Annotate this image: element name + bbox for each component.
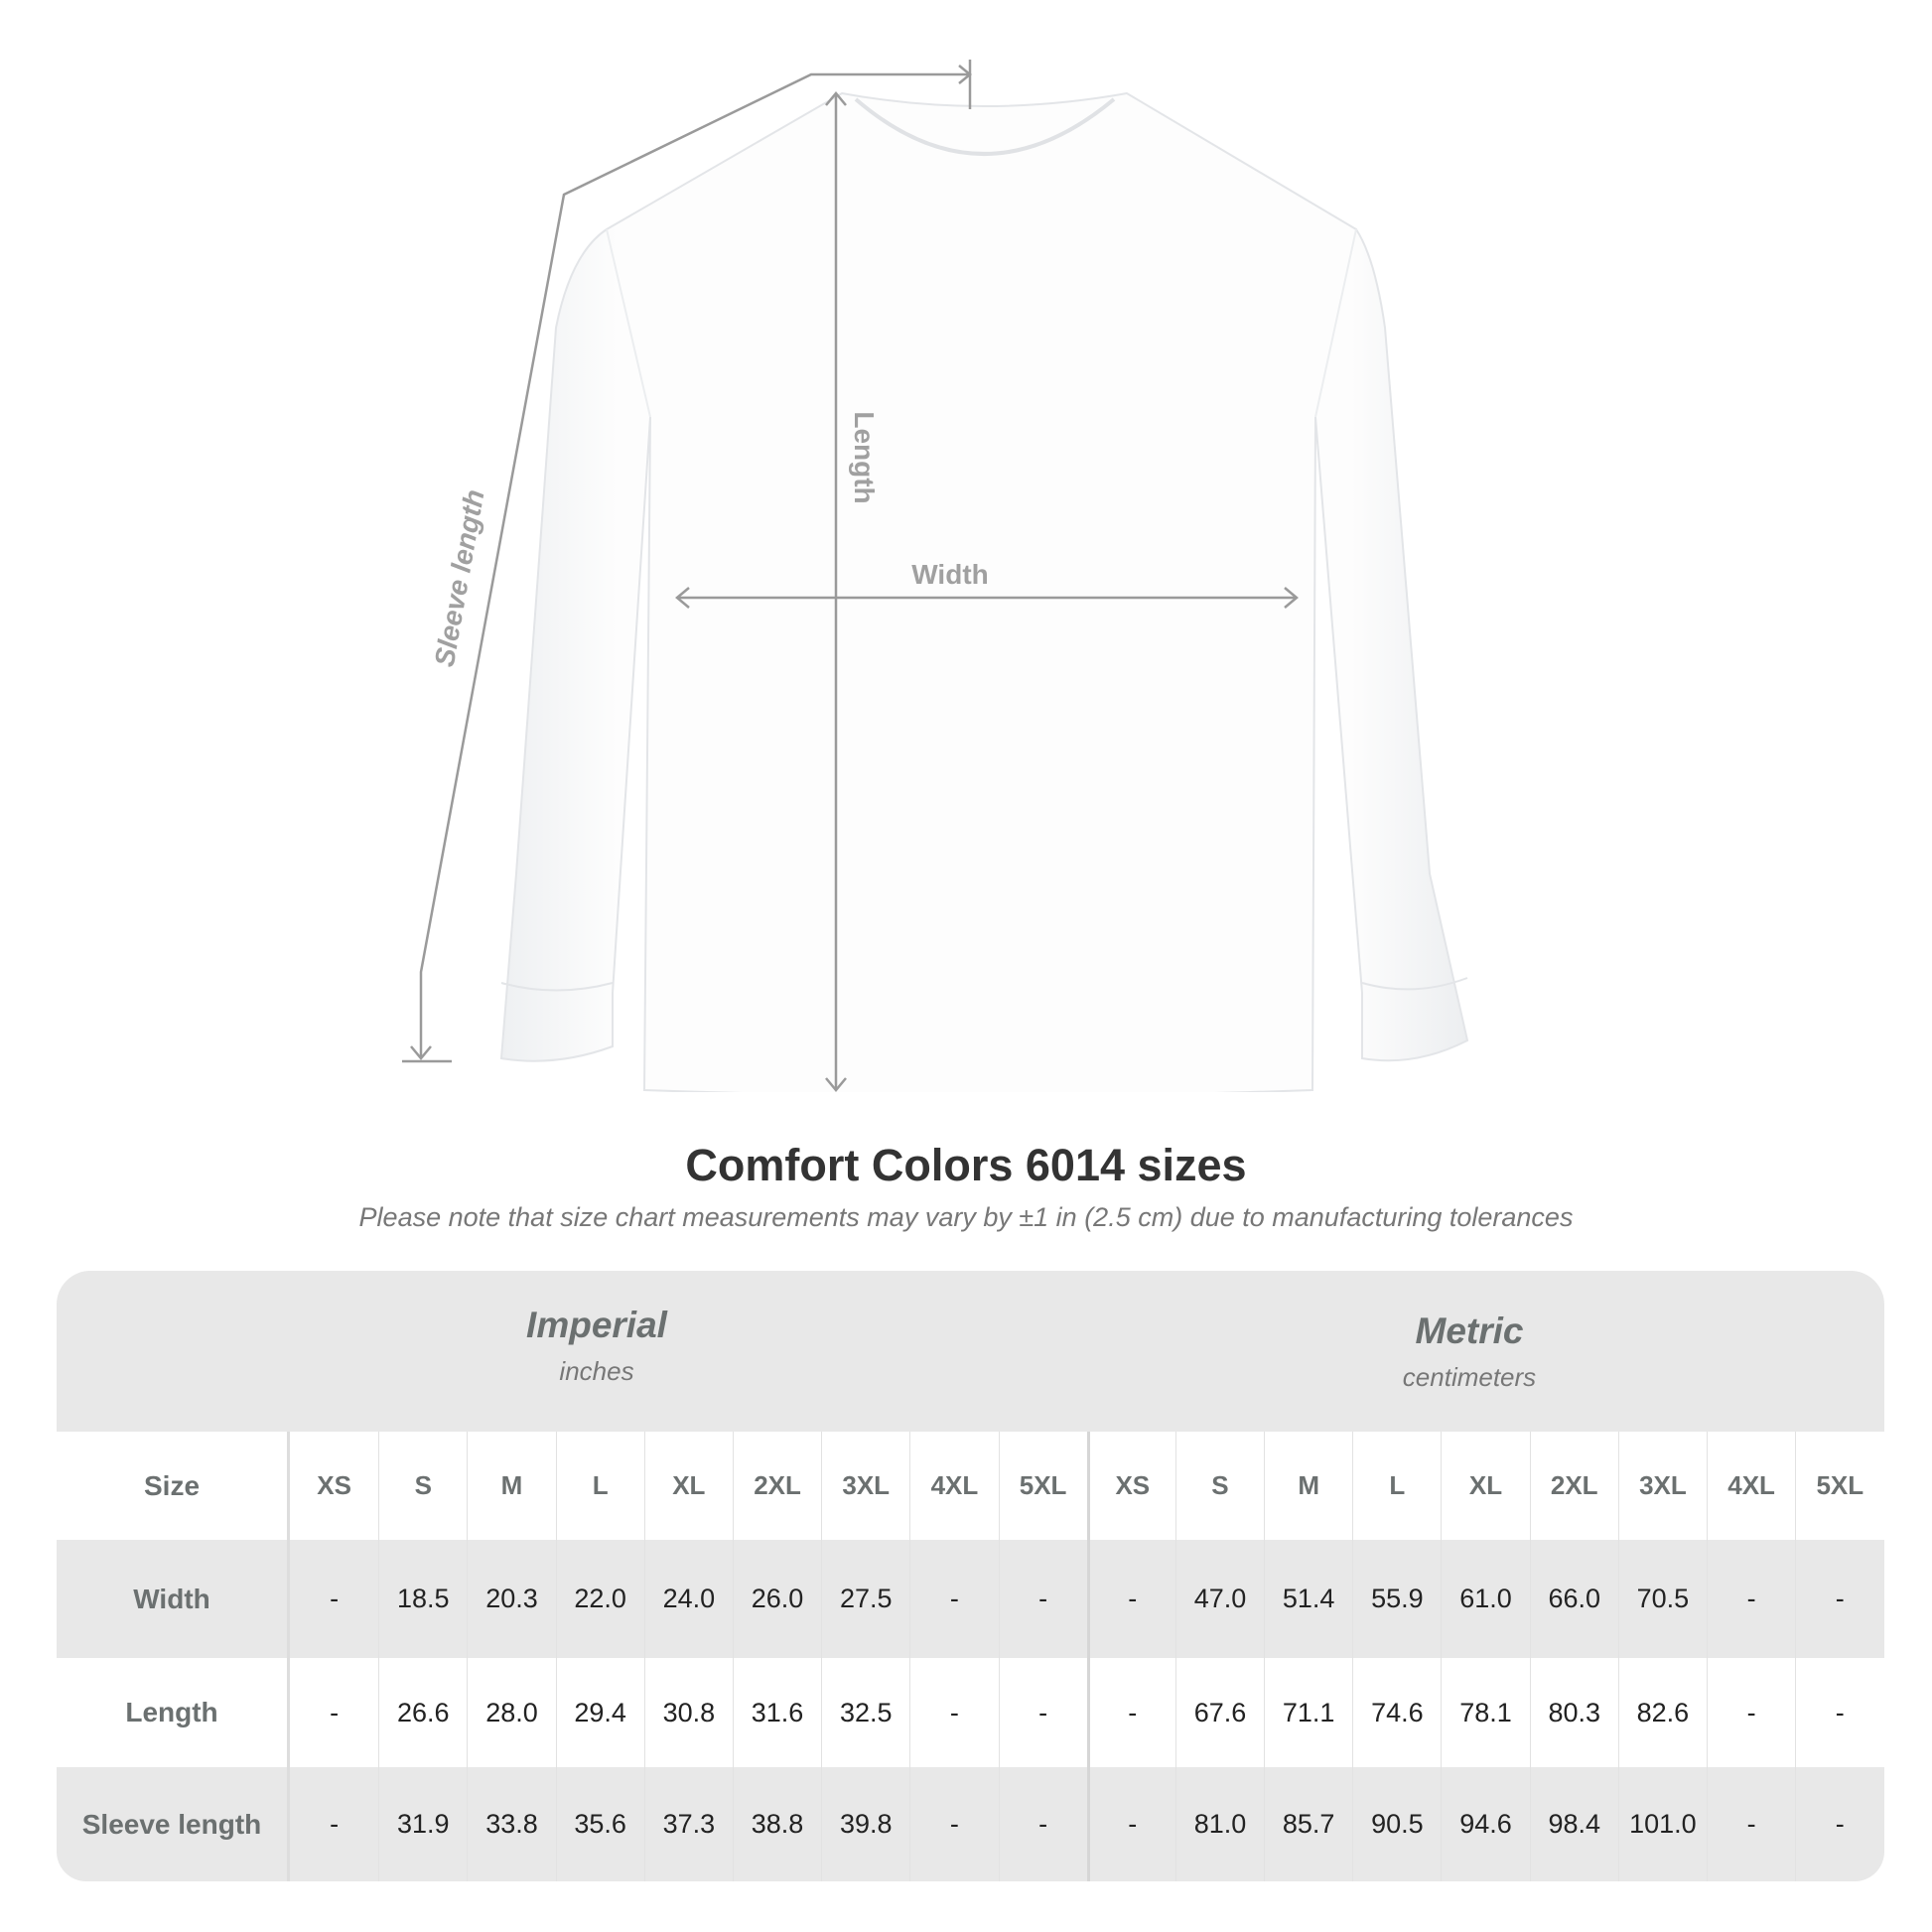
value-cell: 66.0 bbox=[1529, 1540, 1618, 1658]
size-header-cell: L bbox=[555, 1432, 644, 1540]
metric-title: Metric bbox=[1415, 1311, 1524, 1351]
size-header-cell: 3XL bbox=[1617, 1432, 1707, 1540]
value-cell: 22.0 bbox=[555, 1540, 644, 1658]
value-cell: - bbox=[998, 1767, 1087, 1881]
imperial-unit: inches bbox=[559, 1356, 634, 1386]
value-cell: - bbox=[1795, 1658, 1883, 1767]
size-header-cell: 4XL bbox=[909, 1432, 998, 1540]
value-cell: - bbox=[1086, 1767, 1175, 1881]
value-cell: 82.6 bbox=[1617, 1658, 1707, 1767]
value-cell: 31.6 bbox=[732, 1658, 821, 1767]
value-cell: 26.0 bbox=[732, 1540, 821, 1658]
table-row: Sleeve length -31.9 33.8 35.6 37.3 38.8 39.8- -… bbox=[57, 1767, 1884, 1881]
value-cell: 28.0 bbox=[467, 1658, 555, 1767]
imperial-header: Imperial inches bbox=[299, 1305, 895, 1387]
value-cell: - bbox=[1707, 1658, 1795, 1767]
value-cell: 30.8 bbox=[643, 1658, 733, 1767]
size-header-cell: XS bbox=[317, 1470, 351, 1500]
value-cell: 29.4 bbox=[555, 1658, 644, 1767]
value-cell: 80.3 bbox=[1529, 1658, 1618, 1767]
value-cell: 85.7 bbox=[1264, 1767, 1352, 1881]
metric-unit: centimeters bbox=[1402, 1362, 1537, 1392]
row-label: Length bbox=[57, 1658, 290, 1767]
value-cell: 31.9 bbox=[378, 1767, 467, 1881]
value-cell: - bbox=[330, 1584, 340, 1613]
table-row: Length -26.6 28.0 29.4 30.8 31.6 32.5- - -67.6 71… bbox=[57, 1658, 1884, 1767]
value-cell: - bbox=[330, 1809, 340, 1839]
table-row: Width -18.5 20.3 22.0 24.0 26.0 27.5- - -47.0 51.… bbox=[57, 1540, 1884, 1658]
size-header-cell: XS bbox=[1086, 1432, 1175, 1540]
value-cell: 90.5 bbox=[1352, 1767, 1441, 1881]
value-cell: - bbox=[909, 1540, 998, 1658]
size-header-cell: S bbox=[378, 1432, 467, 1540]
value-cell: - bbox=[909, 1767, 998, 1881]
size-header-cell: 2XL bbox=[1529, 1432, 1618, 1540]
value-cell: - bbox=[1086, 1540, 1175, 1658]
value-cell: 32.5 bbox=[821, 1658, 909, 1767]
page-title: Comfort Colors 6014 sizes bbox=[685, 1140, 1247, 1190]
measurement-lines bbox=[402, 60, 1299, 1092]
shirt-diagram: Length Width Sleeve length bbox=[402, 60, 1469, 1092]
size-header-row: Size XS S M L XL 2XL 3XL 4XL 5XL XS S M L XL 2XL 3XL 4XL 5… bbox=[57, 1432, 1884, 1540]
value-cell: 18.5 bbox=[378, 1540, 467, 1658]
value-cell: - bbox=[998, 1540, 1087, 1658]
value-cell: 78.1 bbox=[1441, 1658, 1529, 1767]
value-cell: 20.3 bbox=[467, 1540, 555, 1658]
value-cell: 61.0 bbox=[1441, 1540, 1529, 1658]
length-label: Length bbox=[849, 411, 880, 503]
value-cell: 98.4 bbox=[1529, 1767, 1618, 1881]
value-cell: 35.6 bbox=[555, 1767, 644, 1881]
value-cell: - bbox=[1086, 1658, 1175, 1767]
value-cell: 39.8 bbox=[821, 1767, 909, 1881]
value-cell: 94.6 bbox=[1441, 1767, 1529, 1881]
value-cell: 70.5 bbox=[1617, 1540, 1707, 1658]
sleeve-line bbox=[419, 72, 970, 1058]
value-cell: 24.0 bbox=[643, 1540, 733, 1658]
value-cell: - bbox=[909, 1658, 998, 1767]
width-label: Width bbox=[911, 559, 989, 590]
size-header-cell: 4XL bbox=[1707, 1432, 1795, 1540]
value-cell: 74.6 bbox=[1352, 1658, 1441, 1767]
size-header-cell: 5XL bbox=[1795, 1432, 1883, 1540]
value-cell: 33.8 bbox=[467, 1767, 555, 1881]
value-cell: - bbox=[1795, 1540, 1883, 1658]
value-cell: 27.5 bbox=[821, 1540, 909, 1658]
value-cell: 55.9 bbox=[1352, 1540, 1441, 1658]
tolerance-note: Please note that size chart measurements… bbox=[358, 1202, 1574, 1232]
value-cell: 37.3 bbox=[643, 1767, 733, 1881]
size-header-cell: 5XL bbox=[998, 1432, 1087, 1540]
value-cell: 26.6 bbox=[378, 1658, 467, 1767]
size-header-cell: XL bbox=[643, 1432, 733, 1540]
size-header-cell: 2XL bbox=[732, 1432, 821, 1540]
value-cell: 47.0 bbox=[1174, 1540, 1264, 1658]
size-header-cell: 3XL bbox=[821, 1432, 909, 1540]
value-cell: - bbox=[998, 1658, 1087, 1767]
size-header-cell: S bbox=[1174, 1432, 1264, 1540]
value-cell: 51.4 bbox=[1264, 1540, 1352, 1658]
value-cell: - bbox=[1707, 1767, 1795, 1881]
size-header-cell: M bbox=[467, 1432, 555, 1540]
size-header-cell: L bbox=[1352, 1432, 1441, 1540]
value-cell: 71.1 bbox=[1264, 1658, 1352, 1767]
value-cell: 101.0 bbox=[1617, 1767, 1707, 1881]
row-label: Width bbox=[57, 1540, 290, 1658]
value-cell: 38.8 bbox=[732, 1767, 821, 1881]
size-header-cell: M bbox=[1264, 1432, 1352, 1540]
value-cell: 81.0 bbox=[1174, 1767, 1264, 1881]
size-table: Imperial inches Metric centimeters Size X… bbox=[57, 1271, 1884, 1881]
value-cell: - bbox=[1795, 1767, 1883, 1881]
imperial-title: Imperial bbox=[526, 1305, 667, 1345]
value-cell: 67.6 bbox=[1174, 1658, 1264, 1767]
value-cell: - bbox=[1707, 1540, 1795, 1658]
value-cell: - bbox=[330, 1697, 340, 1727]
row-label: Size bbox=[57, 1432, 290, 1540]
metric-header: Metric centimeters bbox=[1172, 1311, 1767, 1393]
row-label: Sleeve length bbox=[57, 1767, 290, 1881]
size-header-cell: XL bbox=[1441, 1432, 1529, 1540]
long-sleeve-shirt bbox=[499, 91, 1469, 1092]
